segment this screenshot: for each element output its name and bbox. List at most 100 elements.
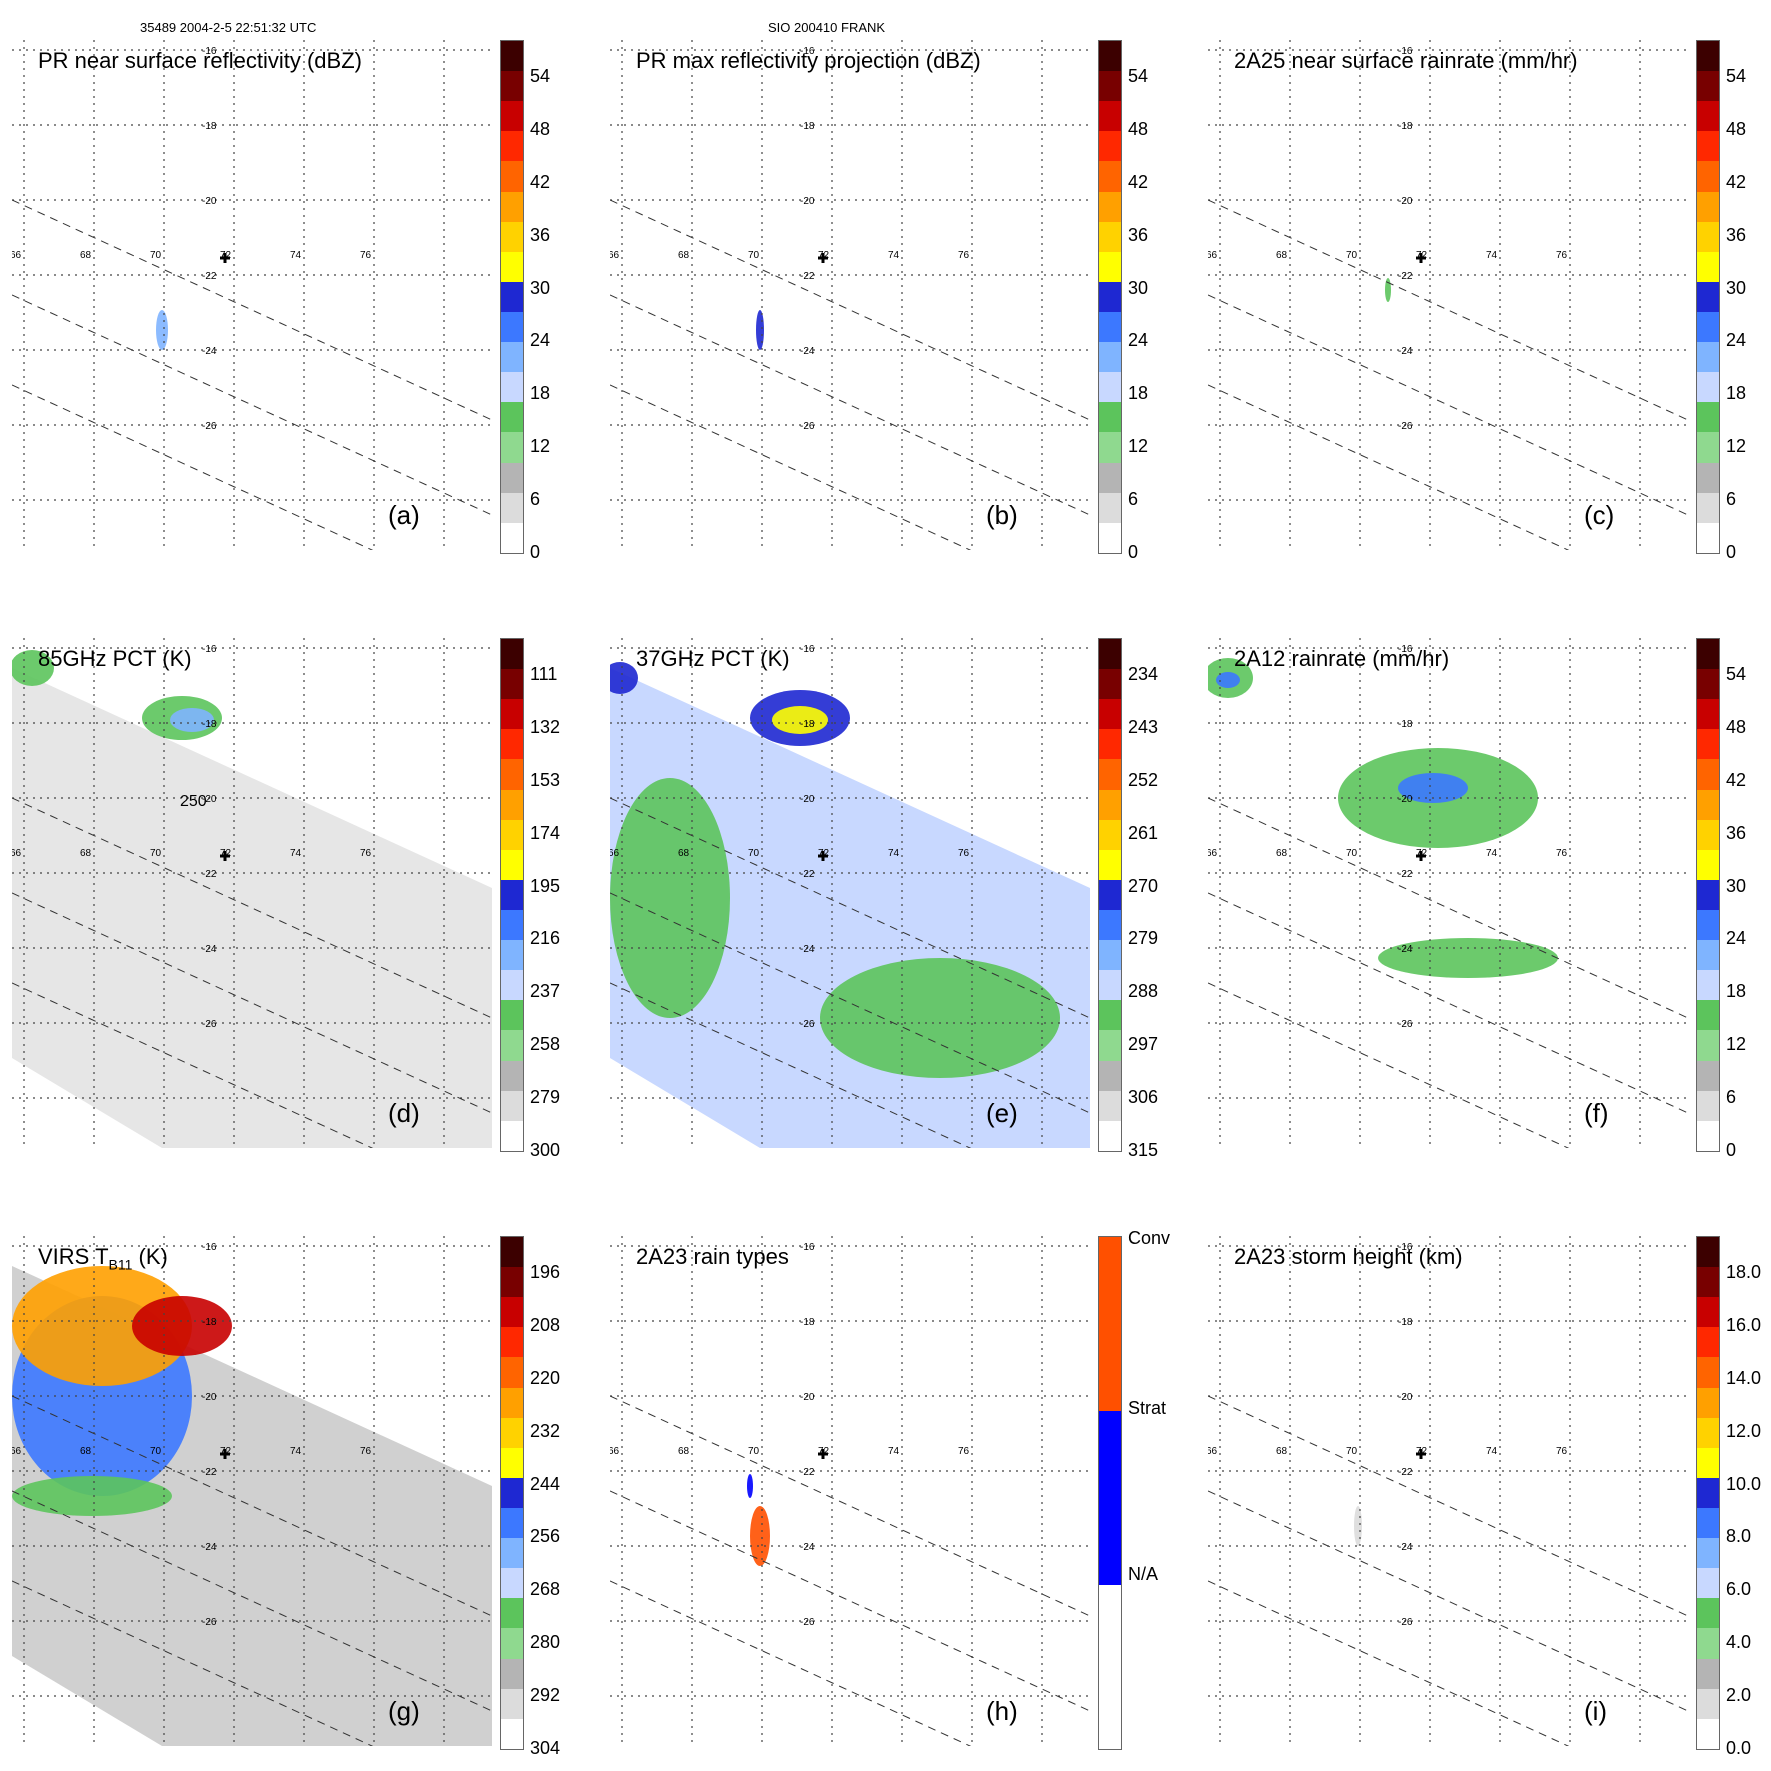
colorbar-segment	[1099, 789, 1121, 820]
colorbar-segment	[501, 462, 523, 493]
colorbar-segment	[1697, 1267, 1719, 1298]
swath-edge	[610, 1580, 972, 1746]
feature-3	[12, 1476, 172, 1516]
colorbar-segment	[1697, 1120, 1719, 1151]
colorbar-tick-label: 42	[530, 171, 551, 192]
colorbar-tick-label: 153	[530, 769, 561, 790]
panel-label: (e)	[986, 1098, 1018, 1128]
panel-e: -16-18-20-22-24-2666687072747637GHz PCT …	[598, 598, 1158, 1160]
colorbar-segment	[501, 1628, 523, 1659]
lon-label: 76	[1556, 1446, 1568, 1457]
colorbar-tick-label: 30	[1128, 277, 1149, 298]
colorbar-tick-label: 315	[1128, 1140, 1159, 1160]
colorbar-tick-label: 24	[1726, 928, 1747, 949]
colorbar-segment	[501, 41, 523, 72]
lon-label: 76	[360, 1446, 372, 1457]
lon-label: 68	[80, 250, 92, 261]
colorbar-tick-label: 279	[1128, 928, 1159, 949]
lat-label: -26	[1398, 1617, 1413, 1628]
colorbar-tick-label: 232	[530, 1420, 561, 1441]
colorbar-segment	[501, 101, 523, 132]
panel-title: 2A23 rain types	[636, 1244, 789, 1270]
colorbar-tick-label: 48	[1128, 118, 1149, 139]
colorbar-segment	[1697, 372, 1719, 403]
colorbar-tick-label: Conv	[1128, 1228, 1171, 1248]
feature-1	[772, 706, 828, 734]
colorbar-tick-label: 14.0	[1726, 1367, 1762, 1388]
colorbar-segment	[1697, 1447, 1719, 1478]
colorbar-tick-label: 261	[1128, 822, 1159, 843]
colorbar-segment	[501, 879, 523, 910]
lat-label: -16	[202, 1242, 217, 1253]
lon-label: 66	[1208, 1446, 1218, 1457]
colorbar-segment	[1099, 41, 1121, 72]
title-text: VIRS T	[38, 1244, 109, 1269]
colorbar-segment	[1697, 1538, 1719, 1569]
feature-0	[1354, 1506, 1362, 1546]
panel-label: (g)	[388, 1696, 420, 1726]
lat-label: -16	[800, 46, 815, 57]
panel-label: (f)	[1584, 1098, 1609, 1128]
colorbar-segment	[1099, 191, 1121, 222]
colorbar-segment	[1099, 699, 1121, 730]
colorbar-tick-label: 220	[530, 1367, 561, 1388]
colorbar-segment	[1697, 522, 1719, 553]
title-text: 2A12 rainrate (mm/hr)	[1234, 646, 1450, 671]
colorbar-segment	[501, 1060, 523, 1091]
colorbar-segment	[1697, 789, 1719, 820]
map-plot: -16-18-20-22-24-26666870727476	[610, 1236, 1090, 1746]
colorbar-segment	[1099, 101, 1121, 132]
lon-label: 70	[150, 250, 162, 261]
swath-edge	[1208, 1580, 1570, 1746]
lon-label: 76	[958, 1446, 970, 1457]
colorbar-tick-label: 10.0	[1726, 1473, 1762, 1494]
colorbar-tick-label: 234	[1128, 664, 1159, 684]
colorbar-segment	[1697, 1327, 1719, 1358]
lat-label: -18	[800, 121, 815, 132]
panel-i: -16-18-20-22-24-266668707274762A23 storm…	[1196, 1196, 1761, 1758]
colorbar-segment	[1697, 669, 1719, 700]
swath-edge	[1208, 1490, 1688, 1712]
lat-label: -26	[800, 1019, 815, 1030]
colorbar-segment	[1697, 940, 1719, 971]
colorbar-tick-label: 244	[530, 1473, 561, 1494]
colorbar-segment	[1099, 759, 1121, 790]
map-area: -16-18-20-22-24-26666870727476	[610, 1236, 1090, 1746]
colorbar-tick-label: 48	[530, 118, 551, 139]
colorbar-tick-label: 12.0	[1726, 1420, 1762, 1441]
storm-center-icon	[220, 1449, 230, 1459]
lat-label: -24	[202, 1542, 217, 1553]
colorbar-segment	[1099, 1585, 1121, 1749]
colorbar-tick-label: 111	[530, 664, 558, 684]
lat-label: -20	[800, 1392, 815, 1403]
colorbar-tick-label: 6	[1128, 489, 1139, 510]
colorbar-tick-label: 288	[1128, 981, 1159, 1002]
colorbar-tick-label: 36	[1726, 224, 1747, 245]
colorbar-tick-label: 48	[1726, 118, 1747, 139]
colorbar-segment	[1697, 281, 1719, 312]
colorbar-tick-label: 0.0	[1726, 1738, 1752, 1758]
title-text: 2A23 rain types	[636, 1244, 789, 1269]
colorbar-tick-label: 42	[1726, 769, 1747, 790]
panel-title: 2A25 near surface rainrate (mm/hr)	[1234, 48, 1578, 74]
colorbar-tick-label: 252	[1128, 769, 1159, 790]
swath-edge	[1208, 982, 1570, 1148]
panel-g: -16-18-20-22-24-26666870727476VIRS TB11 …	[0, 1196, 560, 1758]
lon-label: 66	[610, 1446, 620, 1457]
colorbar-segment	[501, 699, 523, 730]
swath-edge	[12, 1490, 492, 1712]
title-unit: (K)	[132, 1244, 168, 1269]
swath-edge	[610, 384, 972, 550]
colorbar-segment	[1697, 492, 1719, 523]
lat-label: -24	[800, 346, 815, 357]
colorbar-tick-label: 36	[530, 224, 551, 245]
colorbar-tick-label: 0	[530, 542, 541, 562]
colorbar	[1696, 40, 1720, 554]
lon-label: 74	[1486, 848, 1498, 859]
map-plot: -16-18-20-22-24-26666870727476	[610, 638, 1090, 1148]
feature-3	[1398, 773, 1468, 803]
title-subscript: B11	[108, 1256, 133, 1273]
colorbar-segment	[1697, 1688, 1719, 1719]
colorbar-segment	[501, 251, 523, 282]
feature-2	[12, 650, 54, 686]
